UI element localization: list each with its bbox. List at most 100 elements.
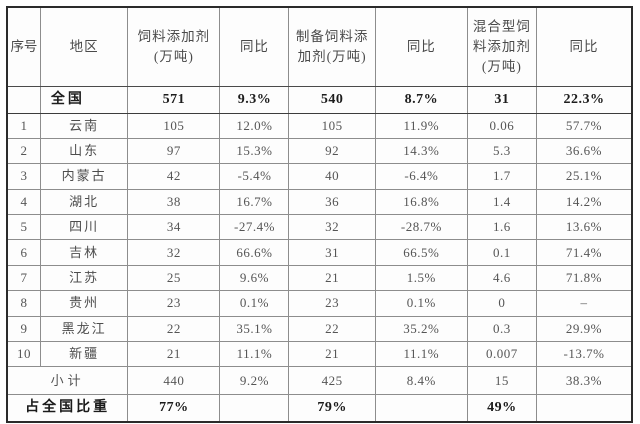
share-prepared-feed-additive: 79% xyxy=(288,394,376,423)
subtotal-prepared-feed-additive-yoy: 8.4% xyxy=(374,366,468,396)
row-prepared-feed-additive-yoy: 35.2% xyxy=(374,315,468,343)
share-feed-additive: 77% xyxy=(127,394,221,423)
row-feed-additive-yoy: 11.1% xyxy=(219,341,290,368)
row-mixed-feed-additive: 0.06 xyxy=(466,112,537,139)
row-mixed-feed-additive: 1.4 xyxy=(466,188,537,216)
row-prepared-feed-additive: 21 xyxy=(288,264,376,292)
national-feed-additive: 571 xyxy=(127,85,221,114)
row-mixed-feed-additive-yoy: 57.7% xyxy=(535,112,633,139)
table-row: 2 山东 97 15.3% 92 14.3% 5.3 36.6% xyxy=(6,137,633,165)
table-row: 6 吉林 32 66.6% 31 66.5% 0.1 71.4% xyxy=(6,239,633,266)
table-row: 4 湖北 38 16.7% 36 16.8% 1.4 14.2% xyxy=(6,188,633,216)
row-prepared-feed-additive: 105 xyxy=(288,112,376,139)
row-feed-additive-yoy: 9.6% xyxy=(219,264,290,292)
row-feed-additive-yoy: 12.0% xyxy=(219,112,290,139)
share-prepared-feed-additive-yoy xyxy=(374,394,468,423)
subtotal-feed-additive-yoy: 9.2% xyxy=(219,366,290,396)
row-mixed-feed-additive-yoy: 14.2% xyxy=(535,188,633,216)
row-mixed-feed-additive: 0.3 xyxy=(466,315,537,343)
header-mixed-feed-additive: 混合型饲料添加剂(万吨) xyxy=(466,6,537,87)
row-feed-additive-yoy: -27.4% xyxy=(219,214,290,241)
row-prepared-feed-additive-yoy: 1.5% xyxy=(374,264,468,292)
subtotal-mixed-feed-additive: 15 xyxy=(466,366,537,396)
header-index: 序号 xyxy=(6,6,41,87)
row-prepared-feed-additive: 31 xyxy=(288,239,376,266)
row-feed-additive-yoy: 35.1% xyxy=(219,315,290,343)
row-prepared-feed-additive: 92 xyxy=(288,137,376,165)
row-index: 7 xyxy=(6,264,41,292)
row-mixed-feed-additive: 0 xyxy=(466,290,537,317)
row-feed-additive-yoy: 16.7% xyxy=(219,188,290,216)
row-prepared-feed-additive: 32 xyxy=(288,214,376,241)
table-header-row: 序号 地区 饲料添加剂(万吨) 同比 制备饲料添加剂(万吨) 同比 混合型饲料添… xyxy=(6,6,633,87)
row-index: 1 xyxy=(6,112,41,139)
national-mixed-feed-additive: 31 xyxy=(466,85,537,114)
row-region: 山东 xyxy=(39,137,129,165)
row-index: 3 xyxy=(6,163,41,190)
row-mixed-feed-additive-yoy: 36.6% xyxy=(535,137,633,165)
row-mixed-feed-additive: 0.1 xyxy=(466,239,537,266)
row-region: 新疆 xyxy=(39,341,129,368)
row-index: 9 xyxy=(6,315,41,343)
row-feed-additive: 23 xyxy=(127,290,221,317)
row-mixed-feed-additive-yoy: 71.8% xyxy=(535,264,633,292)
row-prepared-feed-additive: 36 xyxy=(288,188,376,216)
row-prepared-feed-additive-yoy: 16.8% xyxy=(374,188,468,216)
row-feed-additive: 42 xyxy=(127,163,221,190)
row-prepared-feed-additive-yoy: 11.1% xyxy=(374,341,468,368)
row-prepared-feed-additive-yoy: 0.1% xyxy=(374,290,468,317)
share-mixed-feed-additive-yoy xyxy=(535,394,633,423)
row-feed-additive: 97 xyxy=(127,137,221,165)
row-feed-additive-yoy: -5.4% xyxy=(219,163,290,190)
row-mixed-feed-additive: 5.3 xyxy=(466,137,537,165)
row-feed-additive-yoy: 66.6% xyxy=(219,239,290,266)
row-prepared-feed-additive-yoy: 11.9% xyxy=(374,112,468,139)
row-index: 10 xyxy=(6,341,41,368)
row-mixed-feed-additive-yoy: 71.4% xyxy=(535,239,633,266)
national-mixed-feed-additive-yoy: 22.3% xyxy=(535,85,633,114)
row-index: 6 xyxy=(6,239,41,266)
national-index xyxy=(6,85,41,114)
table-row-national: 全国 571 9.3% 540 8.7% 31 22.3% xyxy=(6,85,633,114)
row-feed-additive: 21 xyxy=(127,341,221,368)
header-feed-additive-yoy: 同比 xyxy=(219,6,290,87)
table-row: 9 黑龙江 22 35.1% 22 35.2% 0.3 29.9% xyxy=(6,315,633,343)
header-mixed-feed-additive-yoy: 同比 xyxy=(535,6,633,87)
row-feed-additive: 38 xyxy=(127,188,221,216)
row-prepared-feed-additive: 23 xyxy=(288,290,376,317)
table-row: 1 云南 105 12.0% 105 11.9% 0.06 57.7% xyxy=(6,112,633,139)
row-region: 贵州 xyxy=(39,290,129,317)
row-index: 4 xyxy=(6,188,41,216)
share-mixed-feed-additive: 49% xyxy=(466,394,537,423)
subtotal-feed-additive: 440 xyxy=(127,366,221,396)
header-prepared-feed-additive: 制备饲料添加剂(万吨) xyxy=(288,6,376,87)
row-mixed-feed-additive: 1.6 xyxy=(466,214,537,241)
row-mixed-feed-additive: 0.007 xyxy=(466,341,537,368)
row-prepared-feed-additive-yoy: 66.5% xyxy=(374,239,468,266)
row-feed-additive: 22 xyxy=(127,315,221,343)
row-prepared-feed-additive: 21 xyxy=(288,341,376,368)
feed-additive-statistics-table: 序号 地区 饲料添加剂(万吨) 同比 制备饲料添加剂(万吨) 同比 混合型饲料添… xyxy=(6,6,633,423)
row-index: 8 xyxy=(6,290,41,317)
row-mixed-feed-additive-yoy: -13.7% xyxy=(535,341,633,368)
row-mixed-feed-additive-yoy: 13.6% xyxy=(535,214,633,241)
row-feed-additive-yoy: 0.1% xyxy=(219,290,290,317)
row-prepared-feed-additive-yoy: 14.3% xyxy=(374,137,468,165)
statistics-table-container: 序号 地区 饲料添加剂(万吨) 同比 制备饲料添加剂(万吨) 同比 混合型饲料添… xyxy=(6,6,633,423)
row-region: 云南 xyxy=(39,112,129,139)
row-mixed-feed-additive-yoy: – xyxy=(535,290,633,317)
row-mixed-feed-additive-yoy: 25.1% xyxy=(535,163,633,190)
header-prepared-feed-additive-yoy: 同比 xyxy=(374,6,468,87)
row-region: 湖北 xyxy=(39,188,129,216)
header-feed-additive: 饲料添加剂(万吨) xyxy=(127,6,221,87)
subtotal-prepared-feed-additive: 425 xyxy=(288,366,376,396)
share-feed-additive-yoy xyxy=(219,394,290,423)
table-row: 5 四川 34 -27.4% 32 -28.7% 1.6 13.6% xyxy=(6,214,633,241)
row-region: 四川 xyxy=(39,214,129,241)
share-label: 占全国比重 xyxy=(6,394,129,423)
table-row: 8 贵州 23 0.1% 23 0.1% 0 – xyxy=(6,290,633,317)
table-row-share: 占全国比重 77% 79% 49% xyxy=(6,394,633,423)
table-row: 3 内蒙古 42 -5.4% 40 -6.4% 1.7 25.1% xyxy=(6,163,633,190)
national-prepared-feed-additive: 540 xyxy=(288,85,376,114)
